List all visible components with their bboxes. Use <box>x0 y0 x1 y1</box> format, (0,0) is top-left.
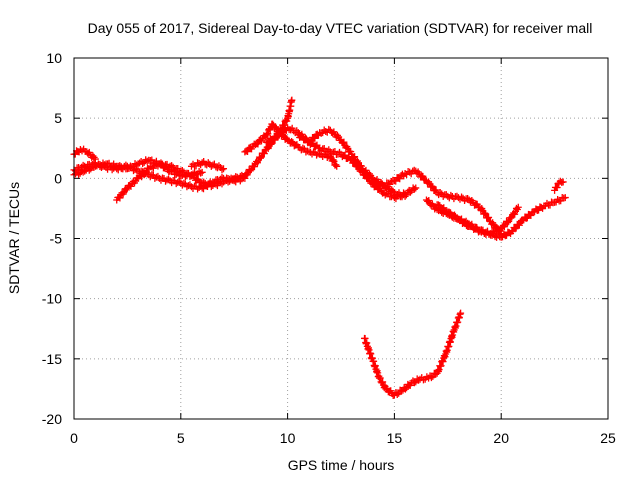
series-track-m <box>551 177 567 194</box>
y-tick-label: -20 <box>42 411 62 427</box>
x-tick-label: 25 <box>600 430 616 446</box>
series-track-e <box>187 157 228 174</box>
series-trace <box>296 132 418 203</box>
series-track-d <box>113 159 249 204</box>
y-tick-label: -15 <box>42 351 62 367</box>
y-tick-label: -5 <box>50 231 63 247</box>
chart-title: Day 055 of 2017, Sidereal Day-to-day VTE… <box>88 20 593 36</box>
y-tick-label: 10 <box>46 50 62 66</box>
data-layer <box>70 96 569 399</box>
tick-layer: 0 5 10 15 20 25 -20 -15 -10 -5 0 5 10 <box>42 50 616 446</box>
y-axis-label: SDTVAR / TECUs <box>6 182 22 294</box>
x-tick-label: 15 <box>387 430 403 446</box>
y-tick-label: 5 <box>54 110 62 126</box>
x-tick-label: 5 <box>177 430 185 446</box>
x-tick-label: 0 <box>70 430 78 446</box>
series-trace <box>371 166 504 236</box>
y-tick-label: 0 <box>54 170 62 186</box>
series-trace <box>189 157 226 174</box>
x-tick-label: 10 <box>280 430 296 446</box>
x-axis-label: GPS time / hours <box>288 457 395 473</box>
series-trace <box>71 145 98 161</box>
x-tick-label: 20 <box>493 430 509 446</box>
series-track-n <box>360 309 465 399</box>
data-point <box>198 168 206 176</box>
series-trace <box>434 201 521 238</box>
y-tick-label: -10 <box>42 291 62 307</box>
series-trace <box>551 177 566 192</box>
series-trace <box>114 159 247 202</box>
series-track-l <box>433 201 522 238</box>
series-trace <box>361 310 464 399</box>
data-point <box>220 165 228 173</box>
series-track-i <box>294 131 420 203</box>
